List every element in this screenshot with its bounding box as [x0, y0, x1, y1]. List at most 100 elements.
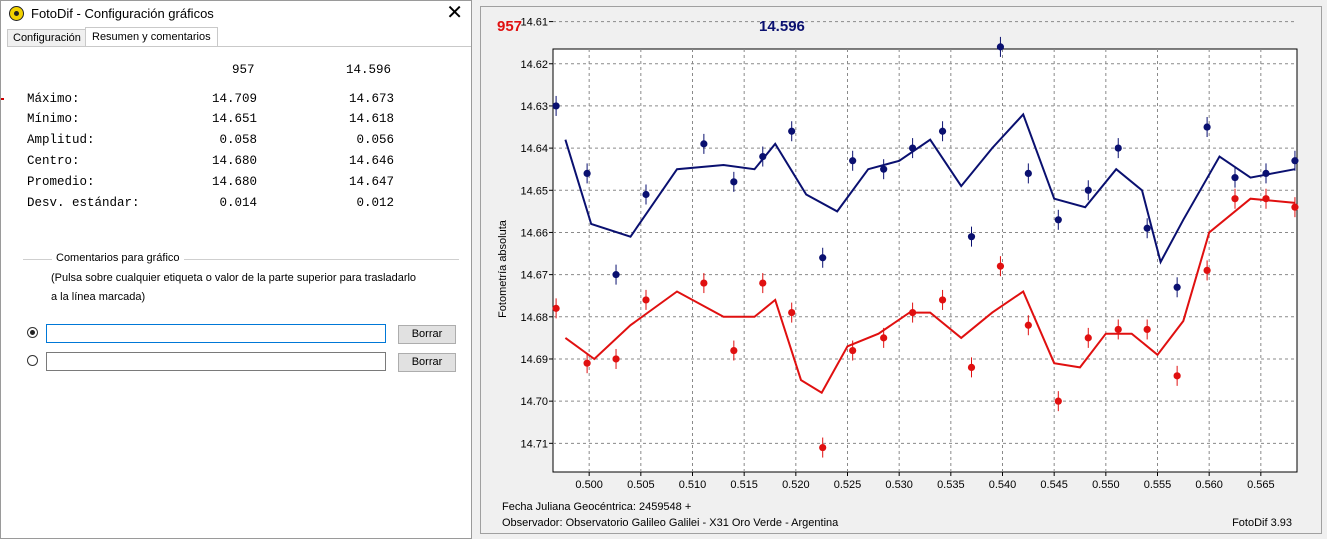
row-value-promedio-957[interactable]: 14.680 — [211, 175, 257, 189]
row-label-minimo[interactable]: Mínimo: — [27, 112, 80, 126]
data-point-blue — [849, 157, 857, 165]
y-tick-label: 14.68 — [520, 312, 548, 324]
y-tick-label: 14.71 — [520, 438, 548, 450]
x-tick-label: 0.545 — [1040, 479, 1068, 491]
row-value-desv-957[interactable]: 0.014 — [219, 196, 257, 210]
x-tick-label: 0.525 — [834, 479, 862, 491]
data-point-red — [880, 334, 888, 342]
row-value-amplitud-957[interactable]: 0.058 — [219, 133, 257, 147]
row-value-maximo-14596[interactable]: 14.673 — [348, 92, 394, 106]
comment-line2-input[interactable] — [46, 352, 386, 371]
data-point-blue — [583, 169, 591, 178]
data-point-blue — [552, 102, 560, 110]
y-tick-label: 14.61 — [520, 17, 548, 29]
data-point-red — [1173, 372, 1181, 380]
x-tick-label: 0.515 — [730, 479, 758, 491]
data-point-blue — [938, 127, 947, 135]
footer-julian-date: Fecha Juliana Geocéntrica: 2459548 + — [502, 501, 691, 513]
col-header-957[interactable]: 957 — [232, 63, 255, 77]
data-point-blue — [700, 140, 708, 148]
x-tick-label: 0.500 — [575, 479, 603, 491]
comment-line2-radio[interactable] — [27, 355, 38, 366]
data-point-red — [642, 296, 650, 304]
comments-hint-line2: a la línea marcada) — [51, 291, 146, 303]
x-tick-label: 0.505 — [627, 479, 655, 491]
series-line-red — [564, 197, 1295, 395]
data-point-red — [1203, 266, 1211, 275]
app-icon — [9, 6, 24, 21]
row-label-desv-estandar[interactable]: Desv. estándar: — [27, 196, 140, 210]
y-tick-label: 14.65 — [520, 185, 548, 197]
data-point-red — [996, 262, 1005, 270]
data-point-red — [700, 279, 708, 287]
tab-configuracion[interactable]: Configuración — [7, 29, 87, 47]
plot-area — [552, 48, 1298, 473]
y-tick-label: 14.62 — [520, 59, 548, 71]
data-point-blue — [967, 233, 976, 241]
light-curve-chart: 14.61 14.62 14.63 14.64 14.65 14.66 14.67 14.68… — [497, 17, 1299, 529]
data-point-red — [1024, 321, 1032, 329]
footer-version: FotoDif 3.93 — [1232, 517, 1292, 529]
col-header-14596[interactable]: 14.596 — [346, 63, 392, 77]
data-point-red — [1143, 325, 1151, 334]
data-point-blue — [730, 178, 738, 186]
row-label-maximo[interactable]: Máximo: — [27, 92, 80, 106]
x-tick-label: 0.540 — [989, 479, 1017, 491]
comments-group-line — [23, 259, 459, 260]
data-point-blue — [996, 43, 1005, 51]
data-point-red — [1084, 334, 1092, 342]
row-value-minimo-957[interactable]: 14.651 — [211, 112, 257, 126]
comments-hint-line1: (Pulsa sobre cualquier etiqueta o valor … — [51, 272, 417, 284]
data-point-blue — [1024, 169, 1032, 178]
x-tick-label: 0.555 — [1144, 479, 1172, 491]
row-value-centro-957[interactable]: 14.680 — [211, 154, 257, 168]
y-tick-label: 14.63 — [520, 101, 548, 113]
close-icon[interactable]: ✕ — [446, 2, 463, 24]
header-label-14596[interactable]: 14.596 — [759, 18, 805, 35]
data-point-blue — [1143, 224, 1151, 232]
data-point-blue — [1084, 186, 1092, 194]
data-point-blue — [1231, 174, 1239, 182]
comment-line1-radio[interactable] — [27, 327, 38, 338]
data-point-blue — [1114, 144, 1122, 152]
data-point-red — [552, 304, 560, 312]
x-tick-label: 0.560 — [1195, 479, 1223, 491]
row-label-centro[interactable]: Centro: — [27, 154, 80, 168]
header-label-957[interactable]: 957 — [497, 18, 522, 35]
y-axis-label: Fotometría absoluta — [497, 219, 509, 318]
tab-resumen-comentarios[interactable]: Resumen y comentarios — [85, 27, 218, 47]
borrar-button-1[interactable]: Borrar — [398, 325, 456, 344]
data-point-blue — [819, 254, 827, 262]
row-value-centro-14596[interactable]: 14.646 — [348, 154, 394, 168]
y-tick-label: 14.69 — [520, 354, 548, 366]
row-value-desv-14596[interactable]: 0.012 — [356, 196, 394, 210]
chart-window: 14.61 14.62 14.63 14.64 14.65 14.66 14.67 14.68… — [480, 6, 1322, 534]
tab-divider — [7, 46, 471, 47]
data-point-blue — [759, 152, 767, 161]
x-tick-label: 0.535 — [937, 479, 965, 491]
y-tick-label: 14.67 — [520, 270, 548, 282]
comment-line1-input[interactable] — [46, 324, 386, 343]
row-label-amplitud[interactable]: Amplitud: — [27, 133, 95, 147]
row-label-promedio[interactable]: Promedio: — [27, 175, 95, 189]
row-value-minimo-14596[interactable]: 14.618 — [348, 112, 394, 126]
data-point-blue — [880, 165, 888, 173]
title-bar: FotoDif - Configuración gráficos ✕ — [1, 1, 471, 27]
data-point-blue — [1173, 283, 1181, 291]
borrar-button-2[interactable]: Borrar — [398, 353, 456, 372]
data-point-red — [612, 355, 620, 363]
x-tick-label: 0.510 — [679, 479, 707, 491]
row-value-maximo-957[interactable]: 14.709 — [211, 92, 257, 106]
x-tick-label: 0.550 — [1092, 479, 1120, 491]
row-value-promedio-14596[interactable]: 14.647 — [348, 175, 394, 189]
data-point-red — [1291, 203, 1299, 211]
data-point-red — [1054, 397, 1062, 405]
data-point-red — [1231, 195, 1239, 203]
row-value-amplitud-14596[interactable]: 0.056 — [356, 133, 394, 147]
data-point-red — [1114, 325, 1122, 334]
data-point-red — [849, 346, 857, 355]
comments-legend: Comentarios para gráfico — [52, 252, 184, 264]
footer-observer: Observador: Observatorio Galileo Galilei… — [502, 517, 839, 529]
data-point-red — [819, 443, 827, 452]
data-point-red — [938, 296, 947, 304]
